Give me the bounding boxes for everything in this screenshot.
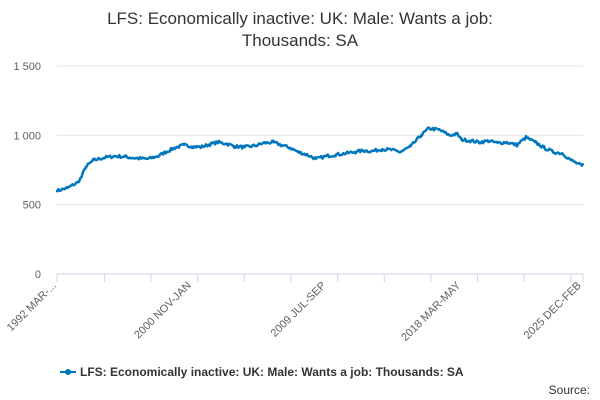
x-tick-label: 2009 JUL-SEP — [269, 280, 329, 340]
data-point[interactable] — [92, 159, 95, 162]
credits[interactable]: Source: — [549, 383, 590, 397]
data-point[interactable] — [325, 154, 328, 158]
x-tick-label: 2025 DEC-FEB — [522, 280, 584, 342]
data-point[interactable] — [243, 145, 247, 149]
x-tick-label: 2018 MAR-MAY — [399, 279, 464, 344]
data-point[interactable] — [496, 141, 499, 145]
legend-label[interactable]: LFS: Economically inactive: UK: Male: Wa… — [80, 365, 464, 379]
data-point[interactable] — [305, 153, 309, 156]
chart-title-line: LFS: Economically inactive: UK: Male: Wa… — [107, 9, 493, 28]
data-point[interactable] — [380, 148, 384, 151]
data-point[interactable] — [437, 128, 441, 131]
data-point[interactable] — [272, 141, 275, 144]
data-point[interactable] — [134, 157, 138, 160]
data-point[interactable] — [353, 150, 357, 154]
data-point[interactable] — [370, 150, 374, 153]
data-point[interactable] — [182, 143, 186, 147]
data-point[interactable] — [542, 146, 546, 150]
data-point[interactable] — [254, 144, 257, 147]
data-point[interactable] — [478, 141, 481, 144]
data-point[interactable] — [581, 163, 585, 166]
data-point[interactable] — [505, 141, 508, 144]
data-point[interactable] — [409, 145, 412, 148]
y-tick-label: 500 — [23, 200, 41, 212]
data-point[interactable] — [208, 143, 212, 146]
data-point[interactable] — [66, 186, 69, 190]
data-point[interactable] — [515, 143, 519, 147]
data-point[interactable] — [487, 139, 490, 143]
data-point[interactable] — [124, 155, 127, 159]
data-point[interactable] — [80, 175, 83, 179]
data-point[interactable] — [279, 143, 283, 147]
data-point[interactable] — [156, 154, 160, 158]
data-point[interactable] — [84, 166, 87, 169]
data-point[interactable] — [164, 150, 168, 154]
data-point[interactable] — [470, 139, 473, 143]
credits-text[interactable]: Source: — [549, 383, 590, 397]
data-point[interactable] — [533, 141, 537, 144]
x-axis: 1992 MAR-... 2000 NOV-JAN 2009 JUL-SEP 2018… — [5, 273, 584, 344]
data-point[interactable] — [173, 146, 177, 150]
data-point[interactable] — [225, 142, 228, 145]
data-point[interactable] — [362, 149, 366, 152]
data-point[interactable] — [55, 189, 59, 192]
data-point[interactable] — [390, 148, 393, 152]
data-point[interactable] — [216, 141, 219, 144]
series-group — [55, 126, 585, 193]
data-point[interactable] — [427, 127, 431, 130]
data-point[interactable] — [552, 150, 555, 154]
data-point[interactable] — [334, 153, 337, 156]
y-tick-label: 1 000 — [13, 130, 41, 142]
data-point[interactable] — [263, 141, 266, 145]
y-axis: 0 500 1 000 1 500 — [13, 61, 41, 281]
data-point[interactable] — [344, 152, 348, 155]
data-point[interactable] — [103, 156, 107, 159]
data-point[interactable] — [460, 138, 463, 141]
data-point[interactable] — [314, 157, 318, 161]
chart-title: LFS: Economically inactive: UK: Male: Wa… — [107, 9, 493, 50]
data-point[interactable] — [146, 157, 149, 161]
data-point[interactable] — [296, 150, 300, 154]
data-point[interactable] — [399, 150, 402, 154]
data-point[interactable] — [456, 132, 459, 136]
data-point[interactable] — [524, 136, 528, 139]
y-tick-label: 0 — [35, 269, 41, 281]
x-tick-label: 2000 NOV-JAN — [132, 280, 194, 342]
series-line[interactable] — [55, 126, 584, 193]
data-point[interactable] — [289, 146, 292, 150]
data-point[interactable] — [114, 154, 117, 158]
legend[interactable]: LFS: Economically inactive: UK: Male: Wa… — [60, 365, 464, 379]
data-point[interactable] — [448, 134, 451, 137]
legend-marker-icon — [65, 369, 71, 375]
chart-title-line: Thousands: SA — [242, 31, 359, 50]
chart-gridlines — [57, 65, 583, 206]
y-tick-label: 1 500 — [13, 61, 41, 73]
data-point[interactable] — [190, 145, 193, 148]
data-point[interactable] — [233, 145, 236, 148]
data-point[interactable] — [561, 152, 564, 155]
data-point[interactable] — [419, 134, 423, 137]
data-point[interactable] — [570, 159, 573, 162]
x-tick-label: 1992 MAR-... — [5, 280, 59, 334]
data-point[interactable] — [199, 145, 203, 149]
data-point[interactable] — [76, 181, 79, 184]
